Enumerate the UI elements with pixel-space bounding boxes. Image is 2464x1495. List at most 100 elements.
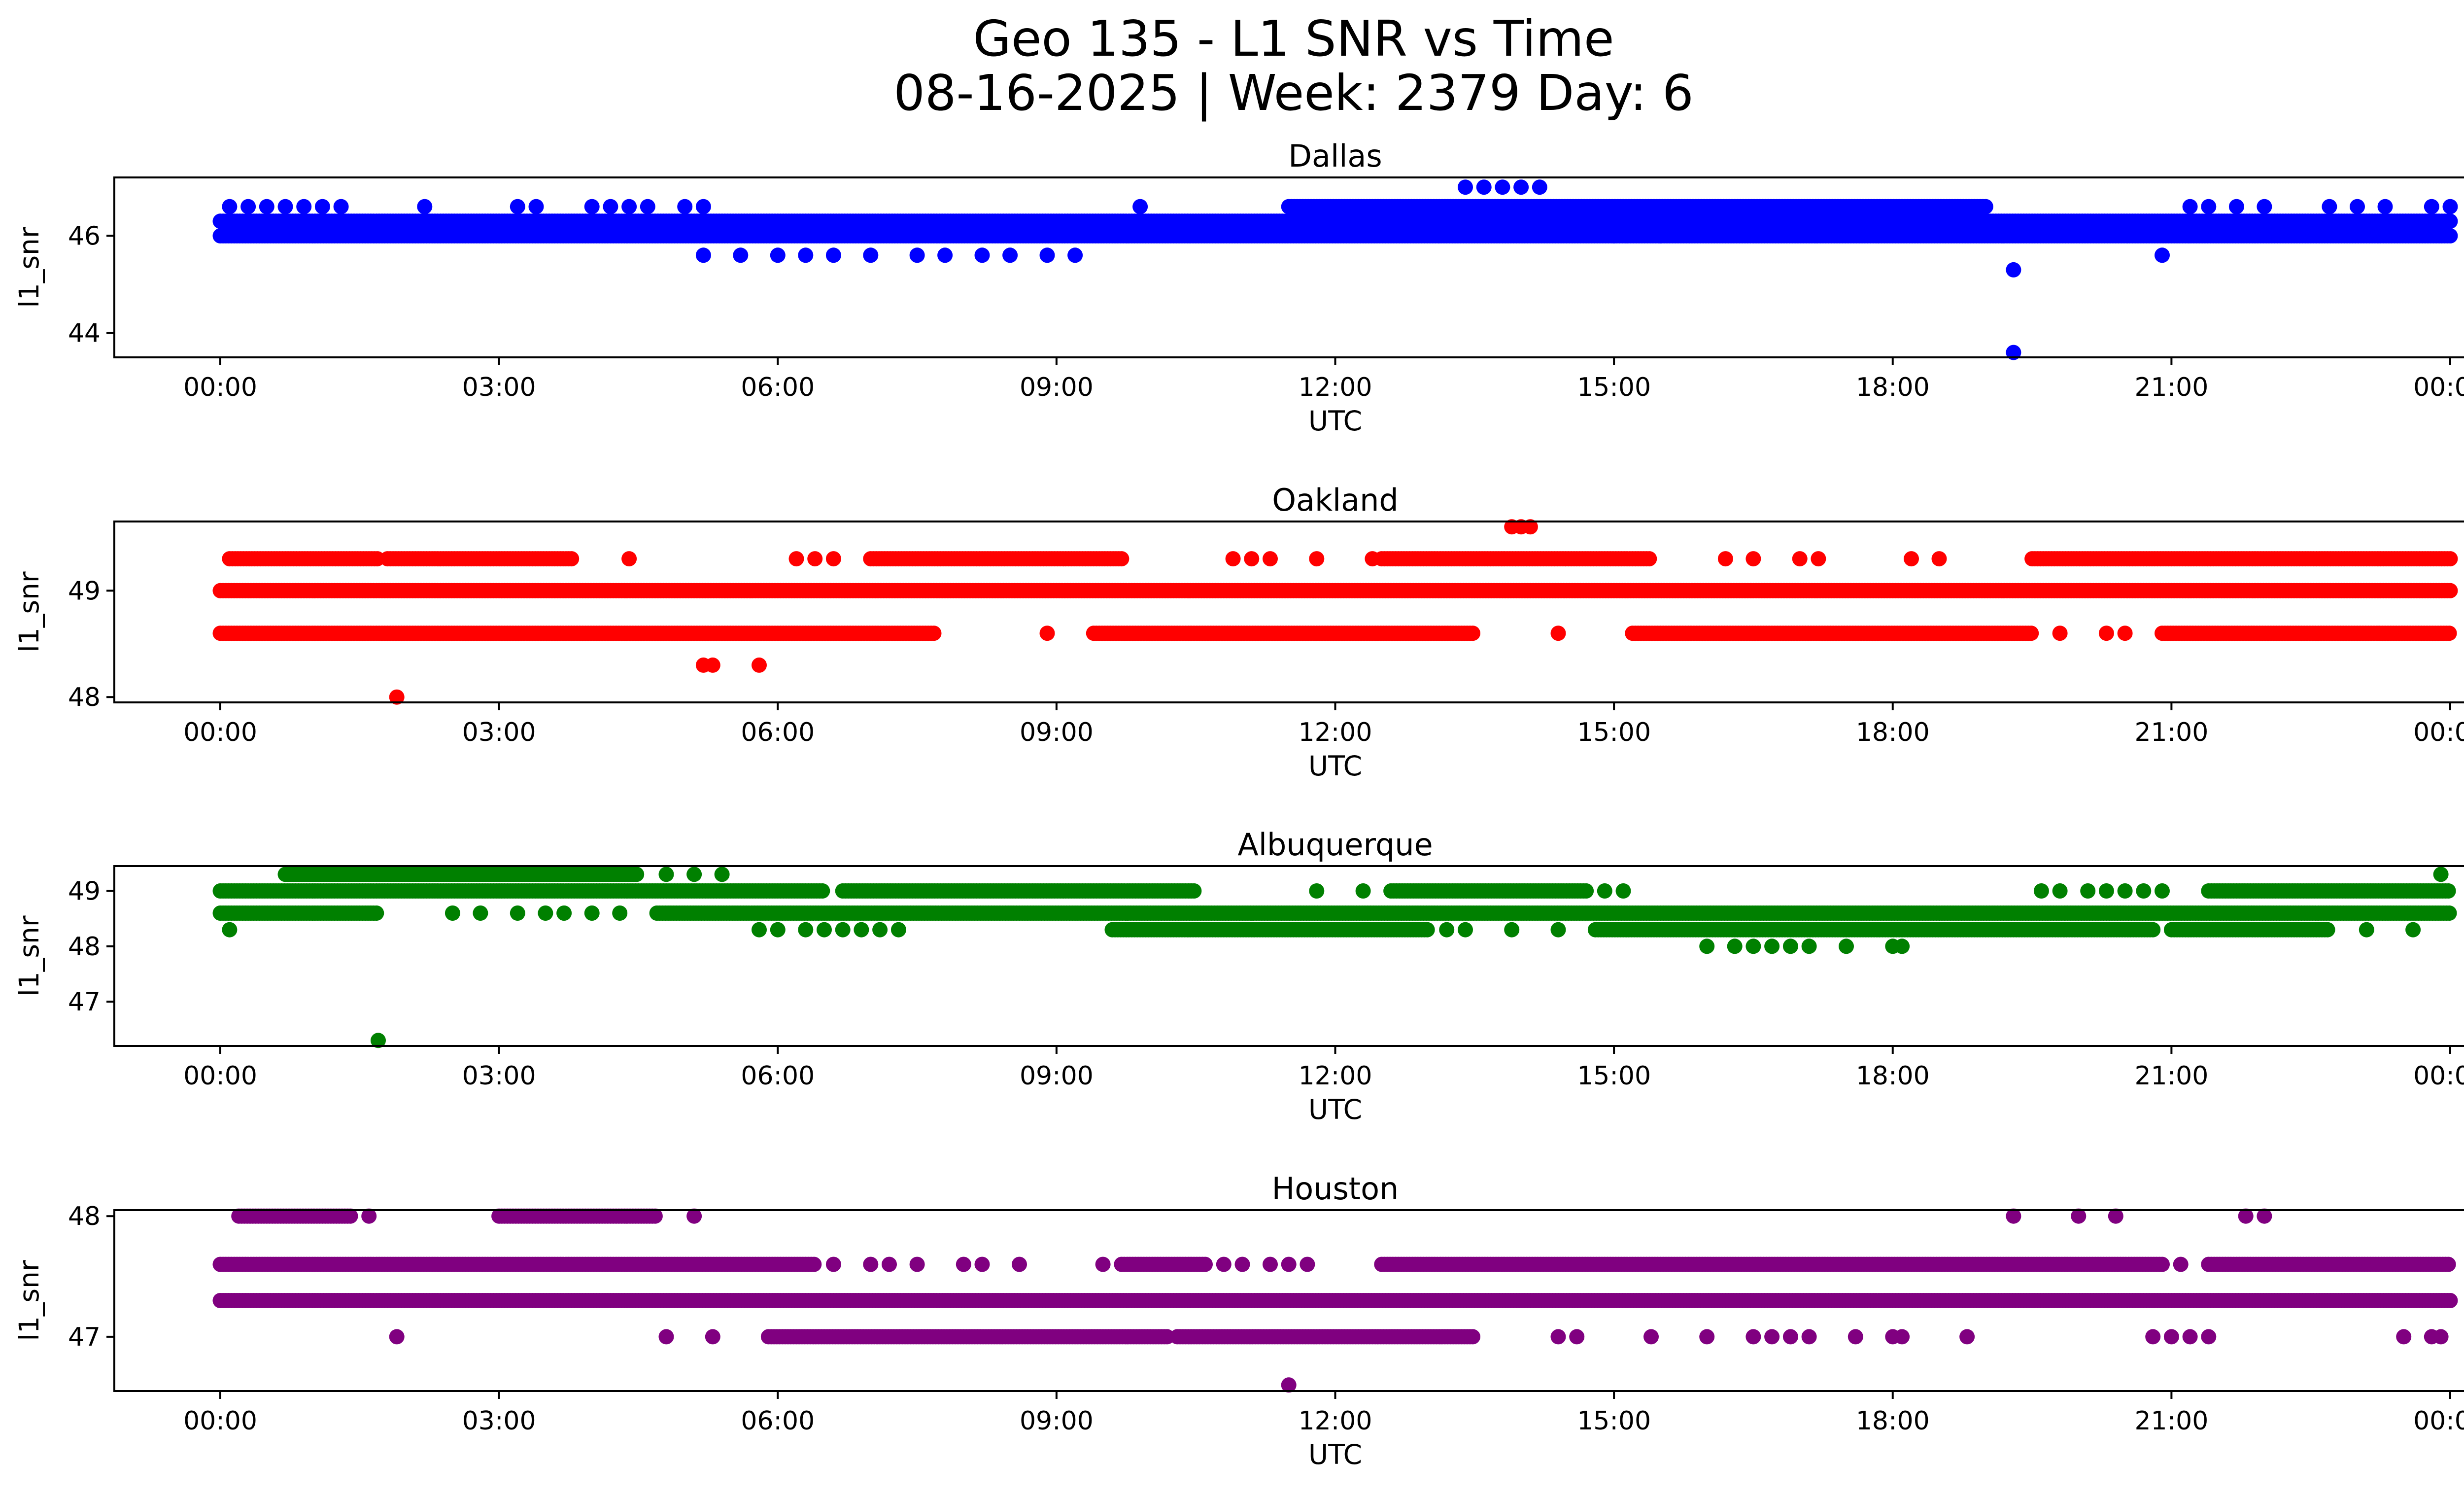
albuquerque-panel-title: Albuquerque xyxy=(1237,827,1433,863)
figure-title-line1: Geo 135 - L1 SNR vs Time xyxy=(973,10,1614,68)
data-point xyxy=(1002,247,1018,263)
data-point xyxy=(1578,883,1594,899)
albuquerque-data-points xyxy=(212,867,2457,1048)
data-point xyxy=(2182,199,2198,214)
data-point xyxy=(1931,551,1947,567)
x-tick-label: 15:00 xyxy=(1577,373,1651,402)
data-point xyxy=(1365,551,1380,567)
data-point xyxy=(752,657,767,673)
data-point xyxy=(2098,626,2114,641)
data-point xyxy=(621,551,637,567)
x-tick-label: 06:00 xyxy=(741,373,815,402)
data-point xyxy=(603,199,618,214)
data-point xyxy=(2377,199,2393,214)
data-point xyxy=(2117,883,2133,899)
data-point xyxy=(564,551,580,567)
data-point xyxy=(2006,262,2021,278)
data-point xyxy=(658,867,674,882)
oakland-x-axis-label: UTC xyxy=(1308,750,1362,782)
data-point xyxy=(2052,626,2068,641)
x-tick-label: 18:00 xyxy=(1856,373,1930,402)
data-point xyxy=(1513,179,1529,195)
x-tick-label: 12:00 xyxy=(1299,718,1372,747)
oakland-axes-frame xyxy=(113,521,2464,703)
dallas-data-points xyxy=(212,179,2458,360)
data-point xyxy=(1186,883,1202,899)
data-point xyxy=(1458,179,1473,195)
data-point xyxy=(926,626,942,641)
data-point xyxy=(2033,883,2049,899)
data-point xyxy=(2098,883,2114,899)
data-point xyxy=(695,247,711,263)
data-point xyxy=(1225,551,1241,567)
data-point xyxy=(677,199,693,214)
data-point xyxy=(686,867,702,882)
data-point xyxy=(1597,883,1612,899)
data-point xyxy=(1132,199,1148,214)
data-point xyxy=(1642,551,1657,567)
data-point xyxy=(2155,883,2170,899)
data-point xyxy=(1039,247,1055,263)
data-point xyxy=(2350,199,2365,214)
data-point xyxy=(1465,626,1480,641)
data-point xyxy=(640,199,655,214)
data-point xyxy=(1606,228,1622,243)
data-point xyxy=(2080,883,2096,899)
x-tick-label: 00:00 xyxy=(2413,718,2464,747)
data-point xyxy=(2228,199,2244,214)
data-point xyxy=(2322,199,2337,214)
data-point xyxy=(2441,626,2457,641)
y-tick-label: 46 xyxy=(68,221,101,251)
x-tick-label: 18:00 xyxy=(1856,718,1930,747)
data-point xyxy=(937,247,953,263)
data-point xyxy=(1904,551,1919,567)
data-point xyxy=(770,247,786,263)
data-point xyxy=(296,199,312,214)
data-point xyxy=(2424,199,2439,214)
data-point xyxy=(277,199,293,214)
y-tick-label: 48 xyxy=(68,683,101,712)
data-point xyxy=(1550,626,1566,641)
data-point xyxy=(788,551,804,567)
data-point xyxy=(1309,551,1325,567)
data-point xyxy=(2052,883,2068,899)
data-point xyxy=(2117,626,2133,641)
data-point xyxy=(333,199,349,214)
data-point xyxy=(1532,179,1547,195)
data-point xyxy=(2442,199,2458,214)
data-point xyxy=(863,247,879,263)
data-point xyxy=(510,199,525,214)
data-point xyxy=(733,247,749,263)
data-point xyxy=(2201,199,2217,214)
x-tick-label: 15:00 xyxy=(1577,718,1651,747)
x-tick-label: 09:00 xyxy=(1020,373,1094,402)
data-point xyxy=(621,199,637,214)
data-point xyxy=(815,883,830,899)
data-point xyxy=(1067,247,1083,263)
x-tick-label: 00:00 xyxy=(183,373,257,402)
data-point xyxy=(1615,883,1631,899)
data-point xyxy=(1114,551,1129,567)
data-point xyxy=(2442,583,2458,598)
data-point xyxy=(2442,551,2458,567)
data-point xyxy=(2006,345,2021,360)
data-point xyxy=(1652,228,1668,243)
oakland-data-points xyxy=(212,519,2458,705)
data-point xyxy=(714,867,730,882)
data-point xyxy=(1244,551,1260,567)
data-point xyxy=(825,247,841,263)
data-point xyxy=(909,247,925,263)
data-point xyxy=(584,199,600,214)
y-tick-label: 44 xyxy=(68,319,101,348)
data-point xyxy=(807,551,823,567)
data-point xyxy=(314,199,330,214)
y-tick-label: 49 xyxy=(68,576,101,606)
data-point xyxy=(240,199,256,214)
data-point xyxy=(417,199,433,214)
data-point xyxy=(1978,199,1993,214)
data-point xyxy=(705,657,720,673)
data-point xyxy=(629,867,645,882)
